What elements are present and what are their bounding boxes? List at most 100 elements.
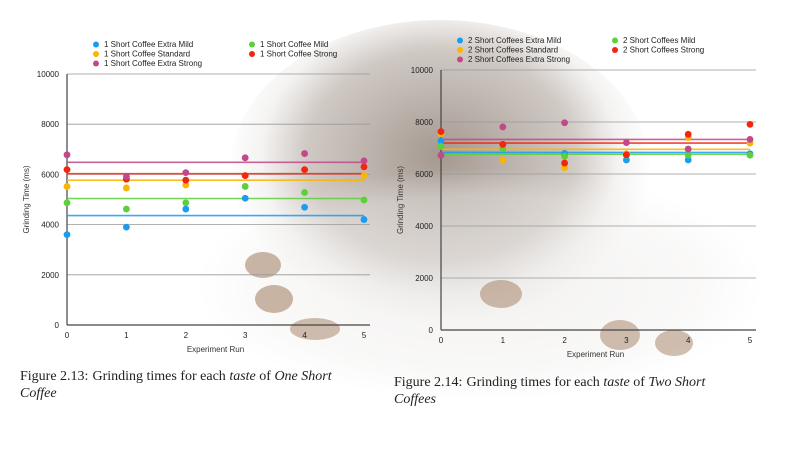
data-point — [561, 119, 568, 127]
data-point — [241, 183, 249, 190]
y-tick-label: 6000 — [415, 170, 433, 179]
x-tick-label: 2 — [184, 331, 189, 340]
y-tick-label: 6000 — [41, 170, 59, 179]
y-tick-label: 2000 — [41, 271, 59, 280]
data-point — [360, 163, 368, 171]
x-tick-label: 3 — [243, 331, 248, 340]
caption-number: Figure 2.13: — [20, 369, 89, 384]
caption-emphasis: taste — [603, 375, 630, 390]
data-point — [684, 156, 692, 164]
data-point — [182, 199, 190, 207]
data-point — [561, 152, 568, 160]
data-point — [63, 166, 71, 174]
legend-marker — [457, 56, 463, 63]
caption-emphasis: taste — [229, 369, 256, 384]
data-point — [499, 140, 507, 148]
data-point — [623, 151, 630, 159]
data-point — [746, 151, 754, 159]
data-point — [360, 196, 368, 204]
x-tick-label: 0 — [65, 331, 70, 340]
data-point — [437, 151, 445, 159]
caption-text: of — [629, 375, 649, 390]
caption-emphasis: Two Short Coffees — [394, 375, 706, 407]
legend-label: 2 Short Coffees Extra Mild — [468, 36, 561, 45]
y-axis-label: Grinding Time (ms) — [22, 165, 31, 233]
data-point — [561, 164, 568, 172]
y-tick-label: 10000 — [411, 66, 434, 75]
data-point — [63, 231, 71, 239]
legend-marker — [457, 37, 463, 44]
x-tick-label: 4 — [302, 331, 307, 340]
data-point — [437, 128, 445, 136]
data-point — [684, 130, 692, 138]
caption-emphasis: One Short Coffee — [20, 369, 332, 401]
x-tick-label: 4 — [686, 336, 691, 345]
legend-marker — [457, 47, 463, 53]
x-tick-label: 0 — [439, 336, 444, 345]
data-point — [437, 143, 445, 150]
caption-text: Grinding times for each — [466, 375, 604, 390]
x-tick-label: 5 — [748, 336, 753, 345]
data-point — [561, 159, 568, 167]
y-tick-label: 4000 — [41, 221, 59, 230]
x-tick-label: 3 — [624, 336, 629, 345]
data-point — [182, 181, 190, 189]
data-point — [301, 166, 308, 174]
legend-marker — [612, 37, 618, 44]
data-point — [746, 136, 754, 143]
data-point — [123, 173, 130, 180]
legend-label: 2 Short Coffees Strong — [623, 46, 704, 55]
y-tick-label: 10000 — [37, 70, 60, 79]
legend-marker — [93, 41, 99, 48]
figure-caption-2: Figure 2.14: Grinding times for each tast… — [394, 374, 724, 408]
data-point — [182, 205, 190, 213]
legend-label: 2 Short Coffees Standard — [468, 46, 558, 55]
data-point — [241, 154, 249, 162]
y-tick-label: 4000 — [415, 222, 433, 231]
x-tick-label: 1 — [124, 331, 129, 340]
x-tick-label: 2 — [562, 336, 567, 345]
legend-label: 2 Short Coffees Mild — [623, 36, 695, 45]
data-point — [301, 203, 308, 211]
data-point — [63, 151, 71, 159]
data-point — [623, 139, 630, 146]
caption-number: Figure 2.14: — [394, 375, 463, 390]
data-point — [241, 172, 249, 180]
x-axis-label: Experiment Run — [187, 345, 244, 354]
data-point — [499, 156, 507, 164]
data-point — [437, 137, 445, 145]
caption-text: Grinding times for each — [92, 369, 230, 384]
data-point — [499, 123, 507, 131]
legend-marker — [249, 51, 255, 57]
data-point — [301, 150, 308, 157]
data-point — [746, 120, 754, 128]
x-axis-label: Experiment Run — [567, 350, 624, 359]
legend-marker — [249, 41, 255, 48]
y-tick-label: 8000 — [415, 118, 433, 127]
data-point — [123, 184, 130, 192]
legend-marker — [93, 51, 99, 57]
data-point — [123, 223, 130, 231]
caption-text: of — [255, 369, 275, 384]
data-point — [684, 151, 692, 159]
y-tick-label: 8000 — [41, 120, 59, 129]
data-point — [623, 156, 630, 164]
data-point — [63, 199, 71, 207]
legend-label: 1 Short Coffee Strong — [260, 50, 337, 59]
figure-caption-1: Figure 2.13: Grinding times for each tast… — [20, 368, 350, 402]
x-tick-label: 5 — [362, 331, 367, 340]
data-point — [241, 194, 249, 202]
legend-marker — [612, 47, 618, 53]
y-tick-label: 2000 — [415, 274, 433, 283]
data-point — [123, 205, 130, 213]
legend-label: 1 Short Coffee Standard — [104, 50, 190, 59]
legend-label: 1 Short Coffee Mild — [260, 40, 328, 49]
x-tick-label: 1 — [501, 336, 506, 345]
y-tick-label: 0 — [55, 321, 60, 330]
legend-label: 1 Short Coffee Extra Strong — [104, 59, 202, 68]
data-point — [360, 157, 368, 165]
legend-label: 2 Short Coffees Extra Strong — [468, 55, 570, 64]
y-axis-label: Grinding Time (ms) — [396, 166, 405, 234]
data-point — [182, 169, 190, 177]
